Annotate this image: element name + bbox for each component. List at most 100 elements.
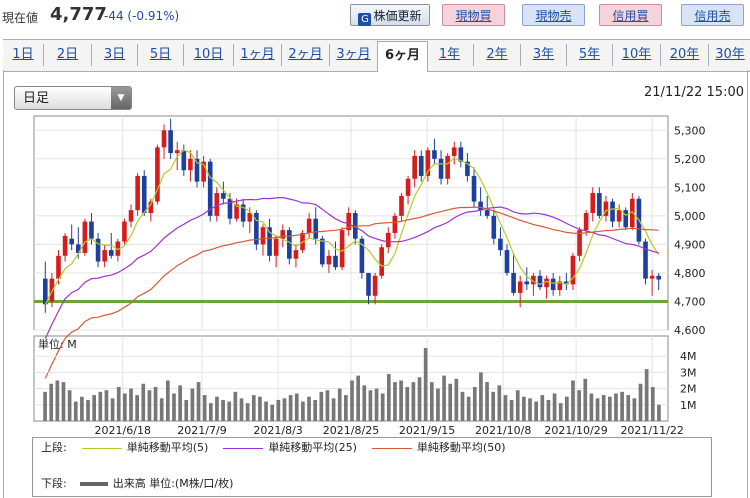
margin-buy-button[interactable]: 信用買	[599, 4, 662, 26]
tab-5[interactable]: 1ヶ月	[233, 44, 281, 66]
tab-10[interactable]: 2年	[473, 44, 520, 66]
volume-bar	[331, 398, 336, 421]
candle-body	[339, 230, 345, 268]
volume-bar	[558, 403, 563, 421]
candle-body	[465, 161, 470, 176]
x-tick-label: 2021/10/29	[544, 424, 607, 437]
volume-bar	[172, 393, 176, 421]
candle-body	[517, 281, 523, 293]
candle-body	[188, 158, 193, 171]
candle-body	[412, 155, 417, 179]
volume-bar	[337, 388, 342, 421]
volume-bar	[522, 396, 526, 421]
candle-body	[122, 221, 127, 242]
volume-bar	[571, 380, 575, 421]
volume-bar	[650, 386, 655, 421]
candle-body	[531, 275, 536, 285]
volume-bar	[43, 391, 47, 421]
tab-2[interactable]: 3日	[91, 44, 137, 66]
tab-12[interactable]: 5年	[566, 44, 612, 66]
volume-bar	[417, 377, 422, 421]
refresh-icon: G	[358, 13, 372, 26]
candle-body	[148, 201, 154, 214]
tab-7[interactable]: 3ヶ月	[329, 44, 377, 66]
candle-body	[590, 193, 596, 214]
volume-bar	[350, 380, 354, 421]
candle-body	[471, 175, 477, 202]
volume-bar	[80, 396, 84, 421]
volume-bar	[276, 399, 281, 421]
tab-6[interactable]: 2ヶ月	[281, 44, 329, 66]
volume-bar	[479, 372, 483, 421]
candle-body	[89, 221, 94, 239]
volume-bar	[638, 383, 643, 421]
legend-volume: 出来高 単位:(M株/口/枚)	[112, 477, 234, 490]
tab-11[interactable]: 3年	[520, 44, 566, 66]
volume-bar	[509, 399, 514, 421]
tab-0[interactable]: 1日	[12, 47, 34, 62]
update-price-button[interactable]: G 株価更新	[350, 4, 430, 26]
volume-bar	[632, 398, 637, 421]
top-bar: 現在値 4,777 -44 (-0.91%) G 株価更新 現物買 現物売 信用買…	[0, 0, 750, 34]
tab-1[interactable]: 2日	[43, 44, 91, 66]
volume-bar	[472, 386, 477, 421]
volume-bar	[104, 390, 109, 421]
candle-body	[425, 150, 431, 176]
legend-upper-label: 上段:	[41, 441, 67, 454]
volume-bar	[583, 378, 588, 421]
volume-bar	[301, 401, 305, 421]
volume-tick-label: 4M	[680, 350, 697, 363]
x-tick-label: 2021/7/9	[177, 424, 226, 437]
volume-bar	[429, 382, 434, 421]
volume-bar	[116, 386, 121, 421]
volume-bar	[503, 395, 508, 421]
cash-buy-button[interactable]: 現物買	[442, 4, 505, 26]
volume-bar	[540, 395, 545, 421]
tab-14[interactable]: 20年	[660, 44, 708, 66]
volume-bar	[129, 388, 133, 421]
candle-body	[69, 238, 74, 245]
candle-body	[102, 250, 107, 262]
volume-bar	[147, 390, 152, 421]
candle-body	[293, 250, 299, 259]
volume-bar	[577, 390, 581, 421]
candle-body	[564, 281, 569, 285]
volume-bar	[190, 388, 195, 421]
candle-body	[75, 244, 81, 253]
tab-3[interactable]: 5日	[137, 44, 183, 66]
volume-bar	[67, 390, 72, 421]
volume-bar	[258, 396, 262, 421]
volume-bar	[601, 395, 606, 421]
price-tick-label: 4,800	[674, 267, 706, 280]
x-tick-label: 2021/8/25	[323, 424, 379, 437]
candle-body	[491, 215, 497, 239]
candle-body	[155, 147, 160, 202]
volume-bar	[233, 391, 238, 421]
volume-bar	[491, 391, 496, 421]
candle-body	[550, 278, 556, 291]
tab-13[interactable]: 10年	[612, 44, 660, 66]
candle-body	[128, 210, 134, 222]
candle-body	[95, 238, 101, 262]
chart-type-select[interactable]: 日足 ▼	[14, 86, 132, 110]
candle-body	[504, 250, 510, 273]
legend-ma25: 単純移動平均(25)	[268, 441, 357, 454]
volume-tick-label: 3M	[680, 366, 697, 379]
tab-15[interactable]: 30年	[708, 44, 750, 66]
candle-body	[544, 278, 549, 288]
candle-body	[392, 215, 398, 233]
candle-body	[478, 201, 483, 211]
candle-body	[372, 275, 378, 296]
volume-bar	[534, 401, 538, 421]
volume-bar	[86, 399, 90, 421]
volume-bar	[460, 391, 465, 421]
cash-sell-button[interactable]: 現物売	[522, 4, 585, 26]
ma25-swatch	[223, 447, 264, 449]
tab-9[interactable]: 1年	[438, 47, 461, 62]
tab-4[interactable]: 10日	[183, 44, 233, 66]
margin-sell-button[interactable]: 信用売	[681, 4, 744, 26]
candle-body	[141, 175, 147, 214]
candle-body	[432, 150, 437, 159]
volume-bar	[614, 393, 618, 421]
tab-8[interactable]: 6ヶ月	[377, 41, 428, 72]
